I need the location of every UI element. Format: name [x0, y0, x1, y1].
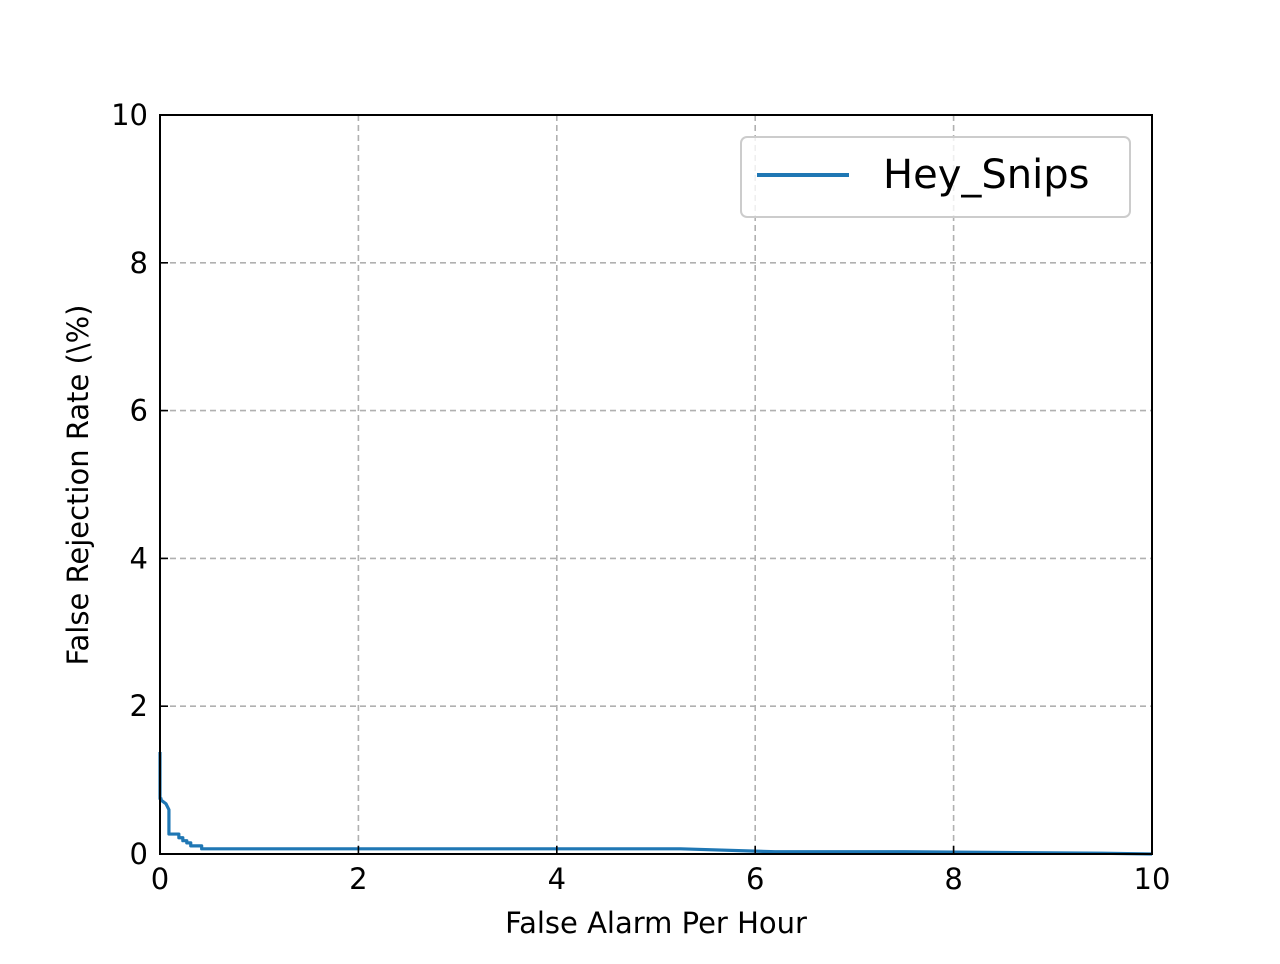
- plot-frame: [159, 114, 1153, 855]
- x-tick-label: 0: [151, 862, 169, 896]
- y-tick-label: 10: [111, 98, 148, 132]
- y-tick-label: 2: [130, 689, 148, 723]
- y-tick-label: 8: [130, 246, 148, 280]
- x-axis-label: False Alarm Per Hour: [505, 906, 807, 940]
- legend-label-hey-snips: Hey_Snips: [883, 152, 1089, 198]
- x-tick-label: 10: [1134, 862, 1171, 896]
- x-tick-label: 2: [349, 862, 367, 896]
- y-tick-label: 0: [130, 837, 148, 871]
- legend-box: [740, 136, 1131, 218]
- x-tick-label: 6: [746, 862, 764, 896]
- ticks: 0 2 4 6 8 10 0 2 4 6 8 10: [111, 98, 1170, 896]
- grid: [160, 115, 1152, 854]
- y-tick-label: 6: [130, 394, 148, 428]
- y-tick-label: 4: [130, 541, 148, 575]
- series-line-hey-snips: [158, 752, 1153, 856]
- y-axis-label: False Rejection Rate (\%): [61, 305, 95, 666]
- x-tick-label: 8: [944, 862, 962, 896]
- series-layer: [158, 752, 1153, 856]
- legend: Hey_Snips: [740, 136, 1131, 218]
- x-tick-label: 4: [548, 862, 566, 896]
